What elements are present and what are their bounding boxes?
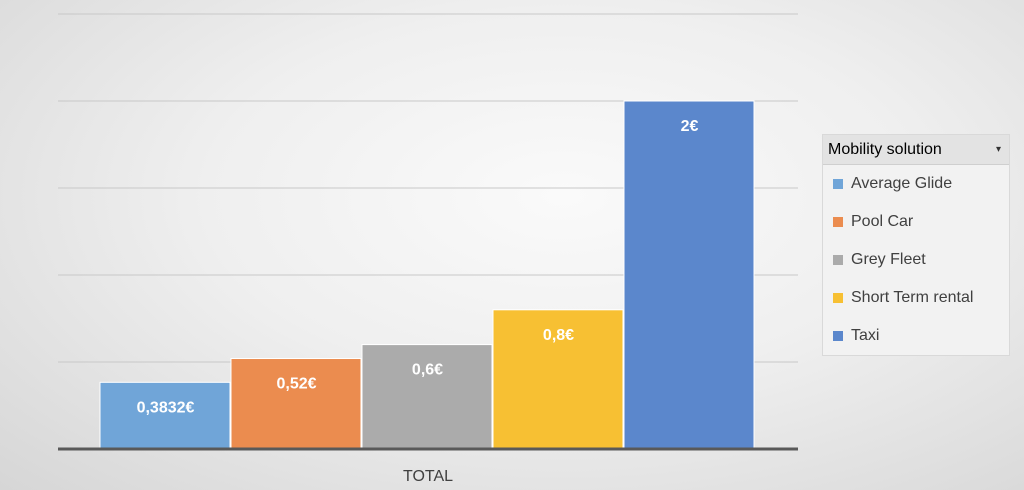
legend-title: Mobility solution: [828, 140, 942, 158]
data-label: 2€: [681, 118, 699, 135]
legend-swatch: [833, 255, 843, 265]
bar-average-glide: [99, 381, 231, 450]
legend-swatch: [833, 179, 843, 189]
legend-header[interactable]: Mobility solution ▾: [823, 135, 1009, 165]
data-labels: 0,3832€ 0,52€ 0,6€ 0,8€ 2€: [137, 118, 699, 416]
legend-label: Pool Car: [851, 213, 914, 230]
data-label: 0,8€: [543, 327, 574, 344]
bars: [99, 100, 755, 450]
legend-swatch: [833, 293, 843, 303]
legend-label: Grey Fleet: [851, 251, 926, 268]
legend-label: Average Glide: [851, 175, 953, 192]
legend-item[interactable]: Average Glide: [823, 165, 1009, 203]
legend-label: Short Term rental: [851, 289, 974, 306]
legend-items: Average Glide Pool Car Grey Fleet Short Ter…: [823, 165, 1009, 355]
legend: Mobility solution ▾ Average Glide Pool Ca…: [822, 134, 1010, 356]
legend-item[interactable]: Taxi: [823, 317, 1009, 355]
legend-item[interactable]: Pool Car: [823, 203, 1009, 241]
legend-swatch: [833, 217, 843, 227]
legend-item[interactable]: Grey Fleet: [823, 241, 1009, 279]
legend-item[interactable]: Short Term rental: [823, 279, 1009, 317]
triangle-down-icon[interactable]: ▾: [995, 144, 1001, 155]
data-label: 0,6€: [412, 362, 443, 379]
data-label: 0,52€: [276, 376, 316, 393]
legend-label: Taxi: [851, 327, 880, 344]
bar-grey-fleet: [361, 344, 493, 450]
legend-swatch: [833, 331, 843, 341]
bar-short-term-rental: [492, 309, 624, 450]
x-axis-category-label: TOTAL: [403, 468, 453, 485]
data-label: 0,3832€: [137, 399, 195, 416]
bar-taxi: [623, 100, 755, 450]
bar-pool-car: [230, 358, 362, 450]
